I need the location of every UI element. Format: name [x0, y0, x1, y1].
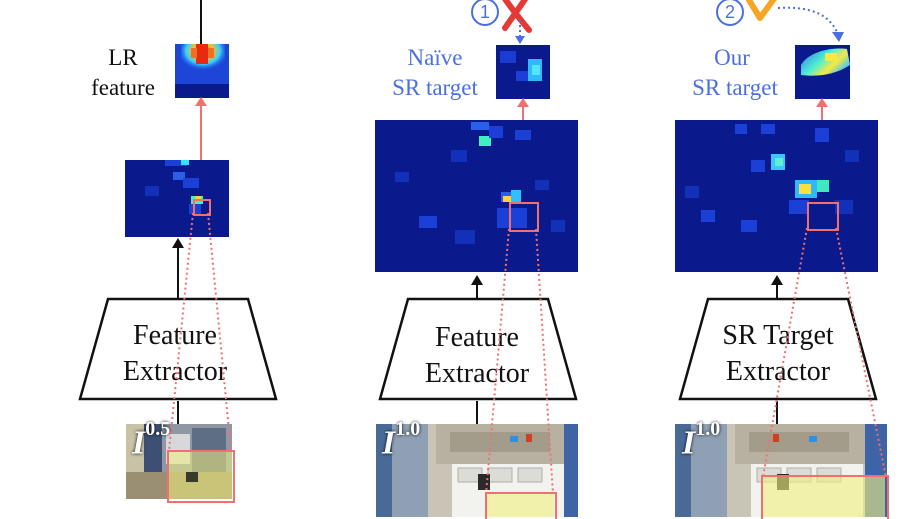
naive-region-box [509, 202, 539, 232]
lr-column: LR feature [0, 0, 300, 517]
ours-output-arrowhead [771, 275, 783, 285]
lr-feature-heatmap [175, 44, 229, 98]
naive-sr-target-heatmap [496, 45, 550, 99]
naive-extractor-label-line1: Feature [435, 322, 519, 353]
naive-link-arrowhead [517, 98, 529, 107]
naive-step-arrow [515, 20, 525, 44]
ours-output-arrow-line [776, 281, 778, 298]
naive-input-arrow [476, 401, 478, 425]
ours-target-label-line2: SR target [692, 75, 778, 100]
lr-projection-lines [168, 212, 232, 452]
lr-output-arrowhead [172, 238, 184, 248]
ours-step-arrow [777, 6, 844, 42]
lr-feature-extractor [78, 297, 278, 401]
naive-input-region-box [485, 492, 557, 519]
ours-image-label-base: I [682, 424, 696, 462]
lr-input-arrow [177, 401, 179, 425]
ours-image-label: I1.0 [682, 418, 720, 462]
lr-image-label-sup: 0.5 [145, 418, 171, 440]
naive-image-label-sup: 1.0 [395, 418, 421, 440]
naive-step-number: 1 [471, 0, 499, 26]
ours-target-label-line1: Our [714, 45, 750, 70]
ours-image-label-sup: 1.0 [695, 418, 721, 440]
ours-feature-map [675, 120, 878, 272]
ours-input-image [675, 424, 887, 517]
naive-feature-map [375, 120, 578, 272]
ours-projection-lines [762, 227, 887, 478]
naive-target-label-line1: Naïve [407, 45, 463, 70]
ours-input-arrow [776, 401, 778, 425]
lr-link-line [200, 98, 202, 200]
lr-output-arrow-line [177, 244, 179, 298]
naive-output-arrowhead [471, 275, 483, 285]
naive-feature-extractor [378, 297, 578, 401]
lr-extractor-label-line2: Extractor [122, 356, 228, 387]
ours-step-number: 2 [716, 0, 744, 26]
ours-input-region-box [761, 475, 889, 519]
lr-target-label-line1: LR [108, 45, 138, 70]
naive-cross-icon [502, 0, 532, 33]
lr-input-region-box [167, 450, 235, 503]
naive-output-arrow-line [476, 281, 478, 298]
ours-column: 2 Our SR target [600, 0, 918, 519]
ours-sr-target-heatmap [795, 45, 850, 99]
naive-image-label-base: I [382, 424, 396, 462]
lr-target-label-line2: feature [91, 75, 155, 100]
naive-input-image [376, 424, 578, 517]
lr-top-stem [200, 0, 202, 44]
naive-projection-lines [485, 228, 554, 495]
lr-image-label: I0.5 [132, 418, 170, 462]
ours-sr-target-extractor [678, 297, 878, 401]
ours-extractor-label-line1: SR Target [722, 320, 834, 351]
lr-extractor-label-line1: Feature [133, 320, 217, 351]
lr-region-box [193, 199, 211, 216]
naive-image-label: I1.0 [382, 418, 420, 462]
lr-link-arrowhead [195, 97, 207, 106]
naive-target-label-line2: SR target [392, 75, 478, 100]
ours-region-box [807, 202, 839, 231]
naive-extractor-label-line2: Extractor [424, 358, 530, 389]
ours-check-icon [746, 0, 777, 21]
ours-extractor-label-line2: Extractor [725, 356, 831, 387]
lr-image-label-base: I [132, 424, 146, 462]
ours-link-arrowhead [816, 98, 828, 107]
naive-column: 1 Naïve SR target [300, 0, 600, 519]
